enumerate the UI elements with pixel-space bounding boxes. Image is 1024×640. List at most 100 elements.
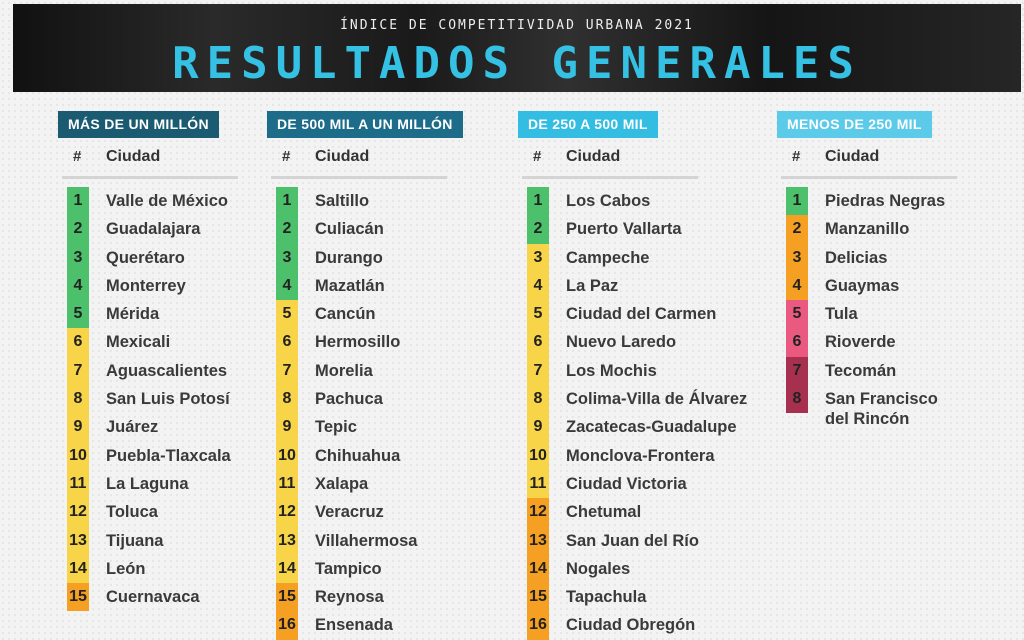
rank-badge: 15	[276, 583, 298, 612]
city-name: Tampico	[315, 559, 382, 578]
header-subtitle: ÍNDICE DE COMPETITIVIDAD URBANA 2021	[340, 18, 694, 33]
city-name: Los Mochis	[566, 361, 657, 380]
rank-badge: 7	[786, 356, 808, 386]
rank-badge: 14	[527, 554, 549, 584]
rank-badge: 9	[276, 413, 298, 442]
city-name: Chihuahua	[315, 446, 401, 465]
city-name: Ensenada	[315, 616, 393, 635]
header-divider	[62, 176, 238, 179]
rank-badge: 9	[527, 413, 549, 442]
city-name: Saltillo	[315, 192, 370, 210]
header-divider	[781, 176, 957, 179]
rank-badge: 11	[527, 469, 549, 499]
rank-badge: 2	[67, 215, 89, 244]
city-name: Puebla-Tlaxcala	[106, 446, 231, 465]
city-name: Manzanillo	[825, 220, 910, 239]
rank-badge: 8	[527, 385, 549, 414]
city-header: Ciudad	[315, 148, 370, 165]
city-name: Colima-Villa de Álvarez	[566, 390, 748, 409]
rank-badge: 2	[276, 215, 298, 244]
rank-header: #	[792, 148, 801, 165]
city-name: Monterrey	[106, 276, 186, 295]
table-header: # Ciudad	[58, 138, 238, 179]
rank-badge: 4	[527, 271, 549, 301]
rank-badge: 14	[276, 554, 298, 584]
city-name: Tecomán	[825, 361, 897, 380]
ranking-column: MENOS DE 250 MIL # Ciudad 1 Piedras Negr…	[777, 111, 957, 428]
rank-badge: 16	[527, 611, 549, 640]
rank-badge: 1	[786, 187, 808, 216]
city-name: Tula	[825, 305, 858, 324]
rank-badge: 7	[527, 356, 549, 386]
rank-badge: 3	[276, 243, 298, 272]
rank-badge: 6	[527, 328, 549, 357]
city-name: Veracruz	[315, 503, 384, 522]
rank-badge: 5	[67, 300, 89, 329]
table-header: # Ciudad	[518, 138, 698, 179]
city-name: Tijuana	[106, 531, 164, 550]
city-name: Valle de México	[106, 192, 228, 210]
rank-badge: 13	[67, 526, 89, 555]
ranking-column: DE 250 A 500 MIL # Ciudad 1 Los Cabos 2 …	[518, 111, 747, 640]
rank-badge: 4	[786, 271, 808, 301]
rank-badge: 13	[527, 526, 549, 555]
rank-badge: 6	[67, 328, 89, 357]
city-name: León	[106, 559, 146, 578]
city-name: San Francisco del Rincón	[825, 390, 938, 429]
rank-badge: 12	[276, 498, 298, 527]
rank-badge: 15	[67, 583, 89, 612]
header-divider	[522, 176, 698, 179]
city-name: La Paz	[566, 276, 619, 295]
rank-badge: 15	[527, 583, 549, 612]
rank-badge: 12	[67, 498, 89, 527]
city-name: Pachuca	[315, 390, 383, 409]
city-header: Ciudad	[566, 148, 621, 165]
rank-badge: 6	[786, 328, 808, 357]
rank-badge: 12	[527, 498, 549, 527]
rank-badge: 11	[67, 469, 89, 499]
rank-badge: 10	[527, 441, 549, 470]
city-name: Reynosa	[315, 588, 384, 607]
city-name: Los Cabos	[566, 192, 651, 210]
city-header: Ciudad	[106, 148, 161, 165]
city-name: San Juan del Río	[566, 531, 699, 550]
city-name: Juárez	[106, 418, 159, 437]
city-name: Nuevo Laredo	[566, 333, 677, 352]
city-name: Guadalajara	[106, 220, 201, 239]
category-label: MENOS DE 250 MIL	[777, 111, 932, 138]
rank-badge: 4	[276, 271, 298, 301]
city-name: Monclova-Frontera	[566, 446, 715, 465]
category-label: DE 500 MIL A UN MILLÓN	[267, 111, 463, 138]
rank-badge: 13	[276, 526, 298, 555]
header-title: RESULTADOS GENERALES	[172, 38, 862, 89]
city-name: Ciudad Victoria	[566, 474, 687, 493]
rank-badge: 1	[527, 187, 549, 216]
city-name: Puerto Vallarta	[566, 220, 682, 239]
city-name: Tapachula	[566, 588, 647, 607]
city-name: Cancún	[315, 305, 376, 324]
city-name: Toluca	[106, 503, 158, 522]
city-name: Morelia	[315, 361, 373, 380]
city-name: Tepic	[315, 418, 357, 437]
city-name: Mérida	[106, 305, 160, 324]
rank-badge: 8	[786, 385, 808, 414]
rank-badge: 3	[67, 243, 89, 272]
city-name: Ciudad del Carmen	[566, 305, 717, 324]
rank-badge: 1	[276, 187, 298, 216]
city-name: Nogales	[566, 559, 631, 578]
rank-badge: 5	[786, 300, 808, 329]
city-name: Chetumal	[566, 503, 642, 522]
rank-badge: 9	[67, 413, 89, 442]
ranking-column: MÁS DE UN MILLÓN # Ciudad 1 Valle de Méx…	[58, 111, 238, 612]
rank-badge: 11	[276, 469, 298, 499]
city-name: Durango	[315, 248, 383, 267]
rank-badge: 6	[276, 328, 298, 357]
rank-badge: 3	[527, 243, 549, 272]
city-name: Xalapa	[315, 474, 369, 493]
rank-badge: 7	[67, 356, 89, 386]
rank-badge: 3	[786, 243, 808, 272]
city-name: Ciudad Obregón	[566, 616, 696, 635]
rank-badge: 10	[276, 441, 298, 470]
rank-badge: 16	[276, 611, 298, 640]
rank-badge: 8	[67, 385, 89, 414]
